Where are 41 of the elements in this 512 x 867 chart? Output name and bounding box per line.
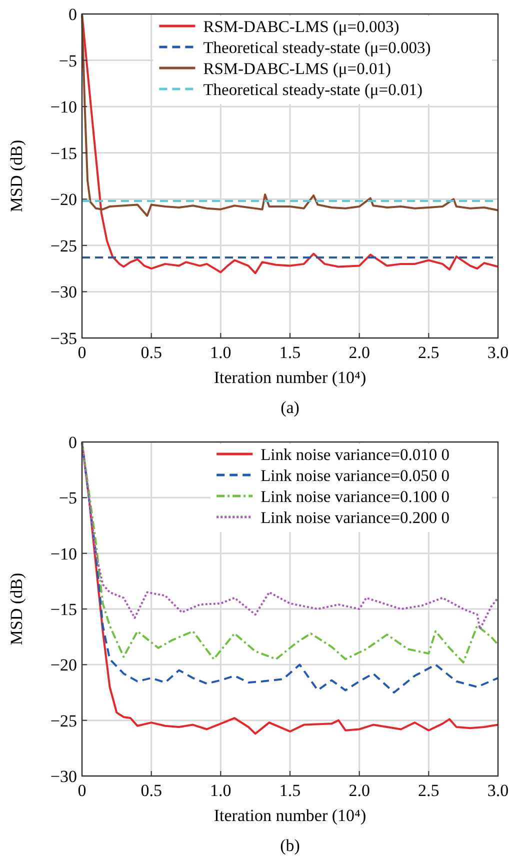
y-tick-label: −10 [50,544,77,564]
y-tick-label: −25 [50,711,77,730]
y-tick-label: −15 [50,600,77,619]
legend-label: RSM-DABC-LMS (μ=0.01) [203,59,391,78]
legend-label: Theoretical steady-state (μ=0.003) [203,38,431,57]
legend-label: Link noise variance=0.200 0 [260,508,450,527]
legend-label: Link noise variance=0.010 0 [260,445,450,464]
y-tick-label: −25 [50,236,77,256]
x-tick-label: 2.0 [348,343,370,362]
y-tick-label: −15 [50,144,77,163]
x-tick-label: 0.5 [140,781,162,800]
legend-label: Theoretical steady-state (μ=0.01) [203,80,422,99]
y-tick-label: −10 [50,98,77,117]
x-axis-title: Iteration number (10⁴) [214,368,366,387]
text: (b) [280,836,300,855]
y-tick-label: −35 [50,329,77,348]
x-tick-label: 3.0 [487,343,509,362]
y-tick-label: 0 [68,5,77,24]
x-tick-label: 1.0 [210,343,232,362]
y-tick-label: −30 [50,282,77,302]
x-axis-title: Iteration number (10⁴) [214,806,366,825]
x-tick-label: 1.0 [210,781,232,800]
x-tick-label: 3.0 [487,781,509,800]
legend-label: RSM-DABC-LMS (μ=0.003) [203,17,400,36]
y-tick-label: −20 [50,656,77,675]
y-tick-label: 0 [68,433,77,452]
x-tick-label: 2.0 [348,781,370,800]
x-tick-label: 1.5 [279,343,301,362]
text: (a) [280,398,300,417]
x-tick-label: 0.5 [140,343,162,362]
y-axis-title: MSD (dB) [7,140,26,212]
y-tick-label: −30 [50,767,77,786]
legend-label: Link noise variance=0.100 0 [260,487,450,506]
legend-label: Link noise variance=0.050 0 [260,466,450,485]
y-axis-title: MSD (dB) [7,572,26,646]
y-tick-label: −5 [58,51,77,70]
y-tick-label: −20 [50,190,77,210]
y-tick-label: −5 [58,488,77,508]
x-tick-label: 1.5 [279,781,301,800]
x-tick-label: 2.5 [418,781,440,800]
x-tick-label: 2.5 [418,343,440,362]
